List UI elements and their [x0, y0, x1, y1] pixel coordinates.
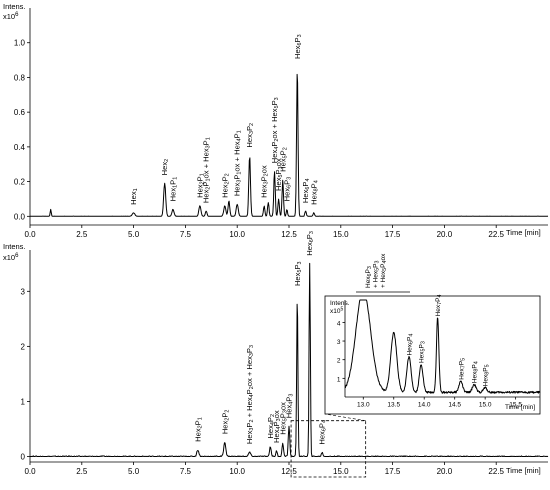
- bottom-x-tick-label: 7.5: [180, 467, 192, 476]
- zoom-connector: [324, 413, 366, 421]
- top-peak-label: Hex5P2: [278, 147, 288, 172]
- bottom-y-axis-title: Intens.: [3, 242, 26, 251]
- top-x-tick-label: 0.0: [24, 230, 36, 239]
- top-x-tick-label: 12.5: [281, 230, 297, 239]
- top-y-tick-label: 0.2: [14, 178, 26, 187]
- bottom-x-axis-title: Time [min]: [506, 466, 541, 475]
- top-peak-label: Hex6P3: [282, 177, 292, 202]
- zoom-region-box: [290, 420, 367, 478]
- inset-y-tick-label: 3: [337, 339, 341, 346]
- inset-y-tick-label: 2: [337, 358, 341, 365]
- top-x-tick-label: 20.0: [437, 230, 453, 239]
- top-x-tick-label: 17.5: [385, 230, 401, 239]
- bottom-y-axis-unit: x106: [3, 253, 19, 262]
- inset-frame: [324, 295, 541, 415]
- bottom-x-tick-label: 12.5: [281, 467, 297, 476]
- inset-peak-label: Hex6P4: [406, 334, 414, 356]
- bottom-y-tick-label: 3: [21, 287, 26, 296]
- inset-x-tick-label: 15.5: [509, 402, 522, 409]
- bottom-x-tick-label: 17.5: [385, 467, 401, 476]
- top-x-tick-label: 10.0: [229, 230, 245, 239]
- top-peak-label: Hex2P2: [220, 173, 230, 198]
- top-peak-label: Hex2P1: [195, 173, 205, 198]
- bottom-peak-label: Hex4P3: [285, 394, 295, 419]
- inset-peak-label: Hex8P5: [483, 364, 491, 386]
- top-peak-label: Hex6P4: [301, 179, 311, 204]
- inset-x-tick-label: 14.5: [448, 402, 461, 409]
- bottom-peak-label: Hex6P4: [318, 420, 328, 445]
- top-y-tick-label: 0.8: [14, 73, 26, 82]
- bottom-y-tick-label: 0: [21, 452, 26, 461]
- inset-peak-label: Hex7P4: [435, 294, 443, 316]
- bottom-x-tick-label: 10.0: [229, 467, 245, 476]
- top-y-tick-label: 0.0: [14, 212, 26, 221]
- bottom-x-tick-label: 2.5: [76, 467, 88, 476]
- bottom-peak-label: Hex4P2: [266, 414, 276, 439]
- inset-peak-label: Hex7P5: [458, 358, 466, 380]
- inset-trace: [344, 299, 541, 394]
- top-y-tick-label: 0.6: [14, 108, 26, 117]
- inset-y-tick-label: 1: [337, 376, 341, 383]
- top-peak-label: Hex4P2ox + Hex5P3: [270, 97, 280, 163]
- top-peak-label: Hex3P2ox: [260, 165, 270, 198]
- top-x-tick-label: 2.5: [76, 230, 88, 239]
- top-x-tick-label: 5.0: [128, 230, 140, 239]
- inset-x-tick-label: 13.0: [357, 402, 370, 409]
- bottom-y-tick-label: 1: [21, 397, 26, 406]
- bottom-peak-label: Hex2P1: [193, 417, 203, 442]
- top-peak-label: Hex3P1ox + Hex4P1: [233, 130, 243, 196]
- top-peak-label: Hex5P3ox: [274, 158, 284, 191]
- inset-peak-label: Hex5P3: [419, 341, 427, 363]
- inset-y-tick-label: 4: [337, 320, 341, 327]
- inset-group-label: + Hex5P4ox: [380, 253, 388, 288]
- bottom-peak-label: Hex3P2 + Hex4P2ox + Hex3P3: [245, 345, 255, 444]
- zoom-inset: Intens. x105 Time [min] 13.0 13.5 14.0 14.5…: [324, 253, 541, 415]
- inset-x-tick-label: 15.0: [479, 402, 492, 409]
- top-y-tick-label: 0.4: [14, 143, 26, 152]
- top-peak-label: Hex1P1: [168, 177, 178, 202]
- bottom-peak-label: Hex5P3: [293, 261, 303, 286]
- bottom-peak-label: Hex6P3: [305, 231, 315, 256]
- bottom-x-tick-label: 22.5: [488, 467, 504, 476]
- bottom-peak-label: Hex5P3ox: [278, 402, 288, 435]
- top-x-tick-label: 7.5: [180, 230, 192, 239]
- bottom-x-tick-label: 20.0: [437, 467, 453, 476]
- inset-x-tick-label: 13.5: [387, 402, 400, 409]
- bottom-x-tick-label: 0.0: [24, 467, 36, 476]
- inset-y-axis-unit: x105: [330, 307, 343, 316]
- inset-x-axis-title: Time [min]: [505, 404, 535, 411]
- top-trace: [30, 73, 549, 217]
- top-y-tick-label: 1.0: [14, 39, 26, 48]
- bottom-peak-label: Hex2P2: [220, 410, 230, 435]
- top-peak-label: Hex1: [129, 188, 139, 205]
- inset-group-label: + Hex5P3: [373, 260, 381, 288]
- top-y-axis-unit: x106: [3, 12, 19, 21]
- bottom-x-tick-label: 5.0: [128, 467, 140, 476]
- bottom-peak-label: Hex4P3ox: [272, 410, 282, 443]
- bottom-trace: [30, 262, 549, 457]
- top-peak-label: Hex2P1ox + Hex3P1: [202, 137, 212, 203]
- top-peak-label: Hex8P4: [309, 180, 319, 205]
- top-x-tick-label: 15.0: [333, 230, 349, 239]
- top-x-tick-label: 22.5: [488, 230, 504, 239]
- inset-peak-label: Hex8P4: [472, 361, 480, 383]
- top-x-axis-title: Time [min]: [506, 228, 541, 237]
- top-chromatogram: Intens. x106 Time [min] 0.0 2.5 5.0 7.5 10.0…: [3, 2, 549, 239]
- bottom-chromatogram: Intens. x106 Time [min] 0.0 2.5 5.0 7.5 10.0…: [3, 231, 549, 478]
- top-peak-label: Hex6P3: [293, 34, 303, 59]
- inset-y-axis-title: Intens.: [330, 300, 350, 307]
- inset-group-label: Hex6P3: [365, 266, 373, 288]
- bottom-x-tick-label: 15.0: [333, 467, 349, 476]
- bottom-y-tick-label: 2: [21, 342, 26, 351]
- inset-x-tick-label: 14.0: [418, 402, 431, 409]
- top-y-axis-title: Intens.: [3, 2, 26, 11]
- top-peak-label: Hex3P2: [245, 123, 255, 148]
- top-peak-label: Hex2: [160, 159, 170, 176]
